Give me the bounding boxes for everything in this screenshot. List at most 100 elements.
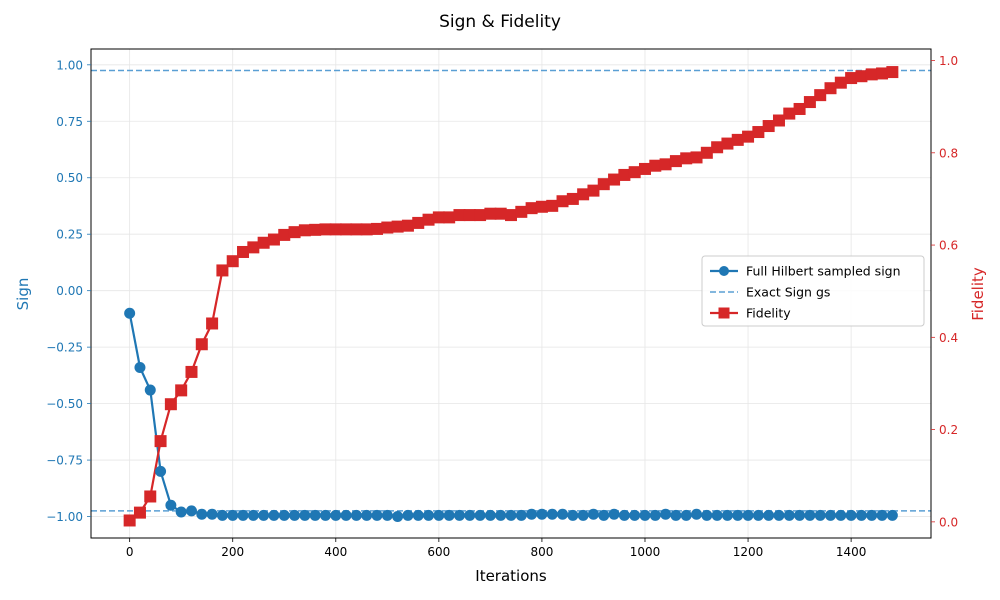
sign-point	[598, 509, 610, 521]
fidelity-point	[329, 223, 342, 236]
fidelity-point	[525, 202, 538, 215]
fidelity-point	[391, 220, 404, 233]
sign-point	[783, 509, 795, 521]
sign-point	[701, 509, 713, 521]
y-left-tick-label: 0.50	[56, 171, 83, 185]
fidelity-point	[267, 233, 280, 246]
x-tick-label: 600	[427, 545, 450, 559]
sign-point	[505, 509, 517, 521]
fidelity-point	[566, 192, 579, 205]
sign-point	[371, 509, 383, 521]
sign-point	[453, 509, 465, 521]
fidelity-point	[793, 102, 806, 115]
fidelity-point	[288, 226, 301, 239]
sign-point	[577, 509, 589, 521]
legend: Full Hilbert sampled sign Exact Sign gs …	[701, 255, 925, 327]
fidelity-point	[257, 236, 270, 249]
fidelity-point	[700, 146, 713, 159]
fidelity-point	[772, 114, 785, 127]
sign-point	[691, 508, 703, 520]
sign-point	[866, 509, 878, 521]
fidelity-point	[556, 195, 569, 208]
legend-fidelity-marker	[718, 307, 730, 319]
sign-point	[330, 509, 342, 521]
y-axis-left-title: Sign	[14, 278, 32, 311]
sign-point	[886, 509, 898, 521]
fidelity-point	[628, 166, 641, 179]
fidelity-point	[309, 223, 322, 236]
sign-point	[567, 509, 579, 521]
x-tick-label: 1000	[630, 545, 661, 559]
sign-point	[835, 509, 847, 521]
sign-point	[649, 509, 661, 521]
legend-sign-label: Full Hilbert sampled sign	[746, 264, 901, 279]
sign-point	[319, 509, 331, 521]
fidelity-point	[711, 141, 724, 154]
sign-point	[206, 508, 218, 520]
sign-point	[144, 384, 156, 396]
y-right-tick-label: 0.8	[939, 146, 958, 160]
x-tick-label: 0	[126, 545, 134, 559]
fidelity-point	[247, 241, 260, 254]
fidelity-point	[597, 178, 610, 191]
fidelity-point	[742, 130, 755, 143]
legend-sign-marker	[719, 266, 729, 276]
sign-point	[361, 509, 373, 521]
fidelity-point	[535, 200, 548, 213]
sign-point	[495, 509, 507, 521]
fidelity-point	[443, 211, 456, 224]
sign-point	[185, 505, 197, 517]
fidelity-point	[350, 223, 363, 236]
y-right-tick-label: 0.0	[939, 515, 958, 529]
fidelity-point	[587, 184, 600, 197]
sign-point	[227, 509, 239, 521]
sign-point	[299, 509, 311, 521]
fidelity-point	[453, 209, 466, 222]
fidelity-point	[463, 209, 476, 222]
fidelity-point	[731, 133, 744, 146]
sign-point	[268, 509, 280, 521]
chart-title: Sign & Fidelity	[439, 12, 561, 32]
legend-item-sign: Full Hilbert sampled sign	[710, 264, 901, 279]
fidelity-point	[649, 159, 662, 172]
x-tick-label: 800	[530, 545, 553, 559]
fidelity-point	[669, 155, 682, 168]
sign-point	[680, 509, 692, 521]
sign-point	[763, 509, 775, 521]
sign-point	[670, 509, 682, 521]
sign-point	[237, 509, 249, 521]
sign-point	[587, 508, 599, 520]
sign-point	[155, 465, 167, 477]
sign-point	[258, 509, 270, 521]
sign-point	[196, 508, 208, 520]
y-left-tick-label: −0.25	[46, 341, 83, 355]
sign-point	[711, 509, 723, 521]
sign-point	[289, 509, 301, 521]
fidelity-point	[803, 96, 816, 109]
fidelity-point	[752, 126, 765, 139]
y-right-tick-label: 1.0	[939, 54, 958, 68]
sign-point	[629, 509, 641, 521]
fidelity-point	[371, 222, 384, 235]
fidelity-point	[865, 68, 878, 81]
sign-point	[474, 509, 486, 521]
fidelity-point	[824, 82, 837, 95]
sign-point	[773, 509, 785, 521]
fidelity-point	[401, 219, 414, 232]
sign-point	[855, 509, 867, 521]
sign-point	[546, 508, 558, 520]
y-right-tick-label: 0.6	[939, 239, 958, 253]
sign-point	[804, 509, 816, 521]
legend-fidelity-label: Fidelity	[746, 306, 791, 321]
fidelity-point	[206, 317, 219, 330]
fidelity-point	[618, 168, 631, 181]
sign-point	[340, 509, 352, 521]
sign-point	[402, 509, 414, 521]
sign-point	[464, 509, 476, 521]
y-left-tick-label: 0.75	[56, 115, 83, 129]
legend-box	[701, 255, 925, 327]
x-tick-label: 1200	[733, 545, 764, 559]
sign-point	[443, 509, 455, 521]
